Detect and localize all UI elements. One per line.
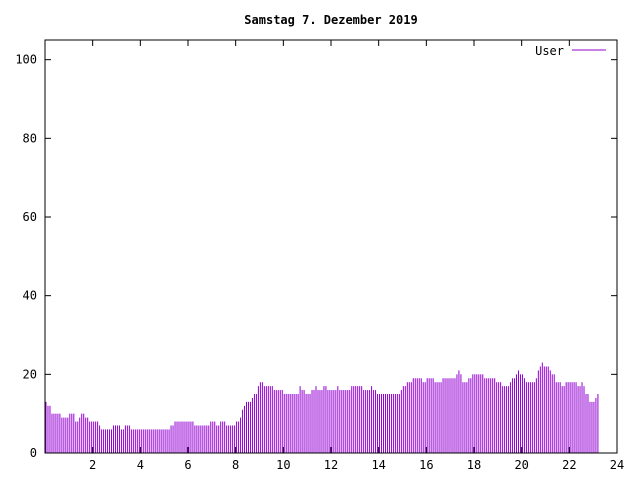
- y-tick-label: 60: [23, 210, 37, 224]
- x-tick-label: 24: [610, 458, 624, 472]
- y-tick-label: 80: [23, 131, 37, 145]
- x-tick-label: 16: [419, 458, 433, 472]
- x-tick-label: 22: [562, 458, 576, 472]
- y-tick-label: 100: [15, 53, 37, 67]
- x-tick-label: 14: [371, 458, 385, 472]
- y-tick-label: 40: [23, 289, 37, 303]
- y-tick-label: 0: [30, 446, 37, 460]
- x-tick-label: 20: [514, 458, 528, 472]
- x-tick-label: 18: [467, 458, 481, 472]
- y-axis: 0 20 40 60 80 100: [15, 53, 617, 460]
- plot-frame: [44, 39, 618, 454]
- x-tick-label: 8: [232, 458, 239, 472]
- x-tick-label: 2: [89, 458, 96, 472]
- legend-label-user: User: [535, 44, 564, 58]
- legend: User: [535, 44, 606, 58]
- y-tick-label: 20: [23, 367, 37, 381]
- chart-title: Samstag 7. Dezember 2019: [244, 13, 417, 27]
- x-tick-label: 12: [324, 458, 338, 472]
- x-tick-label: 4: [137, 458, 144, 472]
- x-tick-label: 10: [276, 458, 290, 472]
- x-axis: 2 4 6 8 10 12 14 16 18 20 22 24: [89, 40, 624, 472]
- series-bars: [45, 362, 599, 453]
- x-tick-label: 6: [184, 458, 191, 472]
